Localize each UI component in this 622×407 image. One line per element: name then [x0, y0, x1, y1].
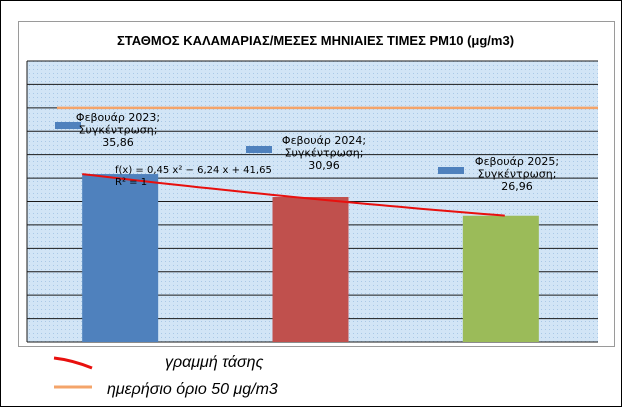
data-label: Συγκέντρωση;: [285, 147, 364, 160]
data-label: Φεβουάρ 2025;: [475, 155, 559, 168]
legend-limit-swatch: [54, 385, 92, 389]
data-label: 30,96: [308, 159, 340, 172]
trendline: [82, 173, 505, 217]
data-label-key: [246, 146, 272, 153]
legend-limit-label: ημερήσιο όριο 50 μg/m3: [107, 381, 278, 398]
legend-trendline-swatch: [53, 356, 93, 370]
bar: [82, 174, 159, 342]
trendline-r2: R² = 1: [115, 177, 147, 188]
data-label-key: [55, 122, 81, 129]
chart-title: ΣΤΑΘΜΟΣ ΚΑΛΑΜΑΡΙΑΣ/ΜΕΣΕΣ ΜΗΝΙΑΙΕΣ ΤΙΜΕΣ …: [116, 33, 515, 48]
bar: [462, 215, 539, 342]
bar: [272, 197, 349, 342]
legend-trendline-label: γραμμή τάσης: [165, 354, 264, 371]
data-label-key: [438, 167, 464, 174]
data-label: Συγκέντρωση;: [79, 124, 158, 137]
data-label: Φεβουάρ 2023;: [76, 111, 160, 124]
data-label: 26,96: [501, 180, 533, 193]
trendline-equation: f(x) = 0,45 x² − 6,24 x + 41,65: [115, 165, 272, 176]
data-label: Φεβουάρ 2024;: [282, 134, 366, 147]
data-label: Συγκέντρωση;: [478, 168, 557, 181]
data-label: 35,86: [102, 136, 134, 149]
